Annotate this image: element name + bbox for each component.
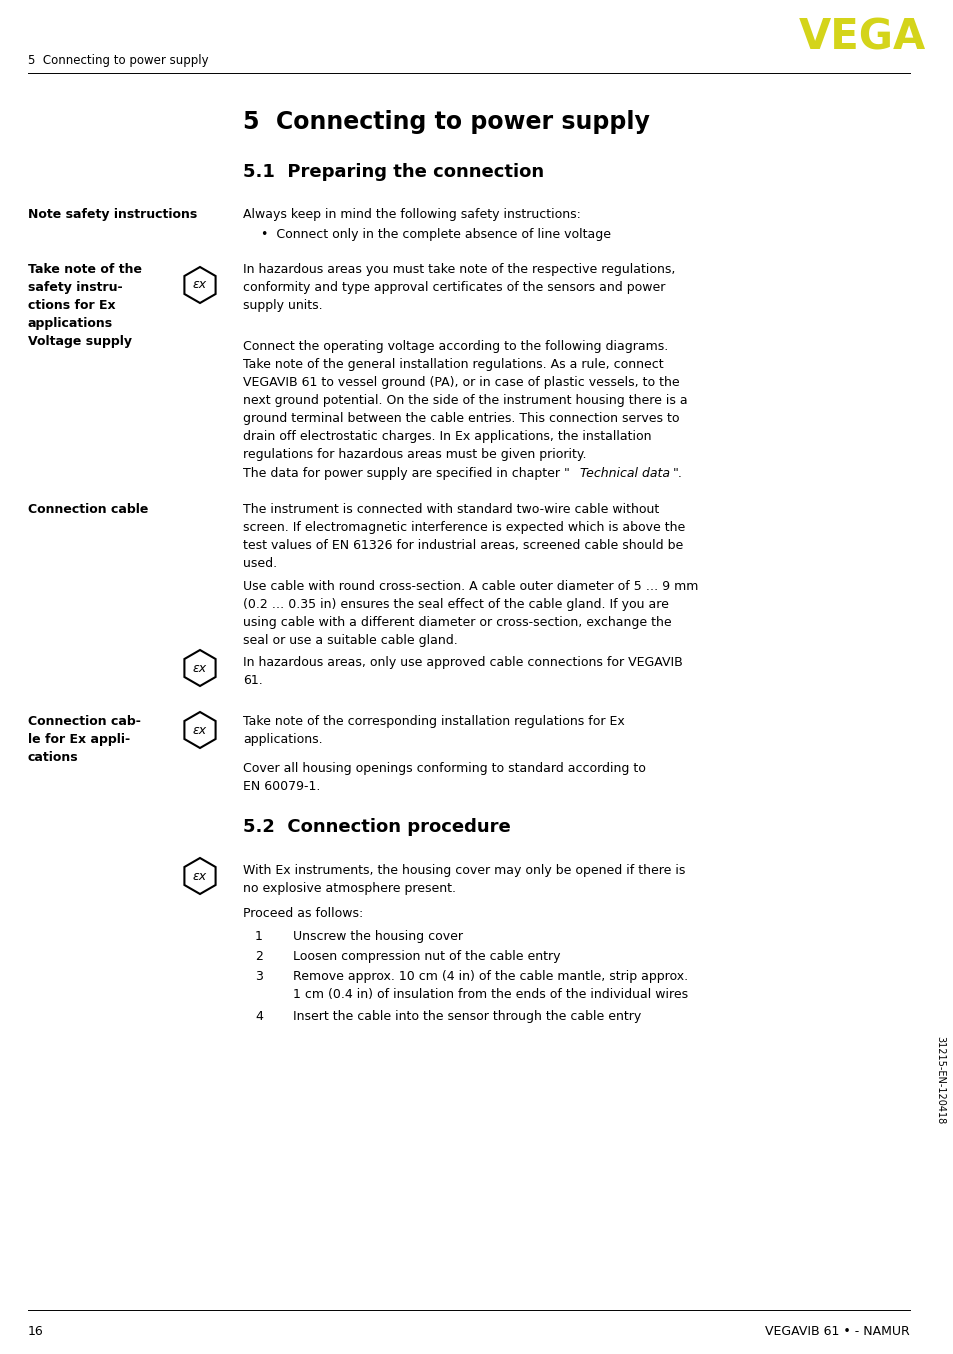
Text: Loosen compression nut of the cable entry: Loosen compression nut of the cable entr… [293, 951, 560, 963]
Text: 2: 2 [254, 951, 263, 963]
Text: εx: εx [193, 723, 207, 737]
Text: 5  Connecting to power supply: 5 Connecting to power supply [243, 110, 649, 134]
Text: Note safety instructions: Note safety instructions [28, 209, 197, 221]
Text: 16: 16 [28, 1326, 44, 1338]
Text: In hazardous areas, only use approved cable connections for VEGAVIB
61.: In hazardous areas, only use approved ca… [243, 655, 682, 686]
Text: In hazardous areas you must take note of the respective regulations,
conformity : In hazardous areas you must take note of… [243, 263, 675, 311]
Text: Technical data: Technical data [579, 467, 669, 481]
Text: 4: 4 [254, 1010, 263, 1024]
Text: 31215-EN-120418: 31215-EN-120418 [934, 1036, 944, 1124]
Text: Insert the cable into the sensor through the cable entry: Insert the cable into the sensor through… [293, 1010, 640, 1024]
Text: 5  Connecting to power supply: 5 Connecting to power supply [28, 54, 209, 66]
Text: Remove approx. 10 cm (4 in) of the cable mantle, strip approx.
1 cm (0.4 in) of : Remove approx. 10 cm (4 in) of the cable… [293, 969, 687, 1001]
Text: Take note of the corresponding installation regulations for Ex
applications.: Take note of the corresponding installat… [243, 715, 624, 746]
Text: Connection cable: Connection cable [28, 502, 149, 516]
Text: Unscrew the housing cover: Unscrew the housing cover [293, 930, 462, 942]
Text: With Ex instruments, the housing cover may only be opened if there is
no explosi: With Ex instruments, the housing cover m… [243, 864, 684, 895]
Text: The data for power supply are specified in chapter ": The data for power supply are specified … [243, 467, 569, 481]
Text: Cover all housing openings conforming to standard according to
EN 60079-1.: Cover all housing openings conforming to… [243, 762, 645, 793]
Text: 5.1  Preparing the connection: 5.1 Preparing the connection [243, 162, 543, 181]
Text: •  Connect only in the complete absence of line voltage: • Connect only in the complete absence o… [261, 227, 610, 241]
Text: εx: εx [193, 869, 207, 883]
Text: Connect the operating voltage according to the following diagrams.
Take note of : Connect the operating voltage according … [243, 340, 687, 460]
Text: VEGA: VEGA [798, 16, 925, 58]
Text: εx: εx [193, 279, 207, 291]
Text: Always keep in mind the following safety instructions:: Always keep in mind the following safety… [243, 209, 580, 221]
Text: 3: 3 [254, 969, 263, 983]
Text: ".: ". [672, 467, 682, 481]
Text: Use cable with round cross-section. A cable outer diameter of 5 … 9 mm
(0.2 … 0.: Use cable with round cross-section. A ca… [243, 580, 698, 647]
Text: Take note of the
safety instru-
ctions for Ex
applications
Voltage supply: Take note of the safety instru- ctions f… [28, 263, 142, 348]
Text: εx: εx [193, 662, 207, 674]
Text: VEGAVIB 61 • - NAMUR: VEGAVIB 61 • - NAMUR [764, 1326, 909, 1338]
Text: Proceed as follows:: Proceed as follows: [243, 907, 363, 919]
Text: 5.2  Connection procedure: 5.2 Connection procedure [243, 818, 510, 835]
Text: 1: 1 [254, 930, 263, 942]
Text: The instrument is connected with standard two-wire cable without
screen. If elec: The instrument is connected with standar… [243, 502, 684, 570]
Text: Connection cab-
le for Ex appli-
cations: Connection cab- le for Ex appli- cations [28, 715, 141, 764]
